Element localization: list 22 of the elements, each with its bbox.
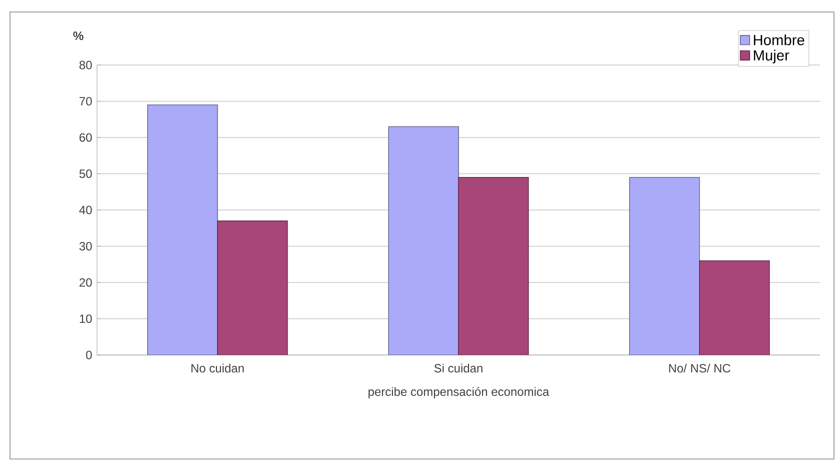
y-tick-label: 20 — [80, 278, 92, 287]
y-tick-label: 40 — [79, 206, 92, 214]
y-tick-label: 10 — [80, 314, 92, 323]
x-tick-label: No/ NS/ NC — [669, 364, 730, 373]
y-tick-label: 70 — [80, 96, 92, 106]
y-tick-label: 60 — [80, 133, 92, 142]
bar — [699, 260, 770, 355]
bar — [147, 104, 218, 355]
legend-label: Hombre — [754, 34, 804, 46]
x-tick-label: No cuidan — [191, 364, 244, 373]
y-tick-label: 0 — [86, 350, 92, 360]
legend-label: Mujer — [754, 50, 790, 64]
y-axis-title: % — [73, 32, 84, 40]
x-tick-label: Si cuidan — [434, 364, 482, 373]
bar — [388, 126, 459, 355]
bar — [629, 176, 700, 355]
y-tick-label: 80 — [79, 60, 92, 70]
y-tick-label: 50 — [79, 169, 92, 178]
x-axis-title: percibe compensación economica — [368, 386, 550, 398]
bar — [458, 176, 529, 355]
bar — [217, 220, 288, 355]
y-tick-label: 30 — [79, 242, 92, 250]
